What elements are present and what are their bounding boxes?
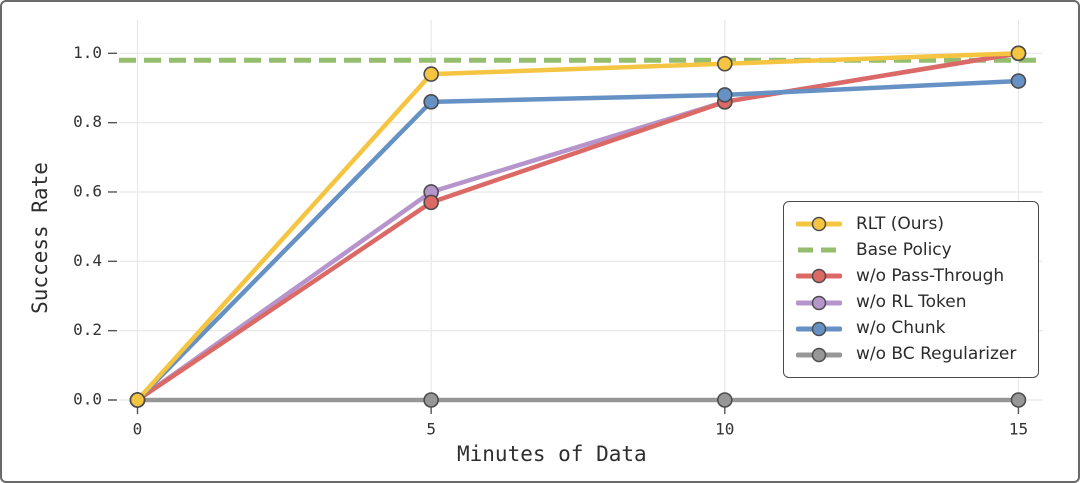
- series-marker: [716, 87, 733, 103]
- legend-item-base-policy: Base Policy: [796, 237, 1026, 263]
- legend-swatch-wo-bc-regularizer-icon: [796, 347, 842, 363]
- y-axis-label: Success Rate: [28, 162, 52, 314]
- legend: RLT (Ours) Base Policy w/o Pass-Through …: [783, 201, 1039, 378]
- legend-item-rlt: RLT (Ours): [796, 211, 1026, 237]
- x-tick-label: 10: [715, 420, 734, 439]
- legend-swatch-base-policy-icon: [798, 247, 842, 253]
- y-tick-label: 0.2: [73, 320, 102, 339]
- legend-label: w/o BC Regularizer: [856, 344, 1017, 365]
- series-marker: [1010, 45, 1027, 62]
- series-line: [135, 51, 1021, 403]
- legend-item-wo-rl-token: w/o RL Token: [796, 290, 1026, 316]
- x-axis-label: Minutes of Data: [457, 442, 647, 466]
- series-marker: [716, 392, 733, 408]
- y-tick-label: 0.8: [73, 112, 102, 131]
- x-tick-label: 0: [133, 420, 143, 439]
- series-marker: [423, 392, 439, 408]
- y-tick-label: 1.0: [73, 43, 102, 62]
- legend-swatch-wo-chunk-icon: [796, 321, 842, 336]
- legend-swatch-shape: [811, 295, 827, 310]
- legend-swatch-wo-rl-token-icon: [796, 295, 842, 310]
- legend-item-wo-pass-through: w/o Pass-Through: [796, 263, 1026, 289]
- legend-swatch-shape: [811, 321, 827, 336]
- series-marker: [1010, 392, 1027, 408]
- legend-label: Base Policy: [856, 239, 952, 260]
- series-marker: [716, 55, 733, 72]
- legend-label: w/o Pass-Through: [856, 265, 1005, 286]
- legend-item-wo-bc-regularizer: w/o BC Regularizer: [796, 342, 1026, 368]
- legend-swatch-shape: [811, 216, 827, 232]
- series-marker: [423, 194, 439, 211]
- legend-label: w/o Chunk: [856, 318, 946, 339]
- series-line: [135, 78, 1021, 403]
- legend-swatch-rlt-icon: [796, 216, 842, 232]
- legend-swatch-shape: [811, 347, 827, 363]
- series-line: [135, 51, 1021, 403]
- x-tick-label: 15: [1009, 420, 1028, 439]
- legend-label: w/o RL Token: [856, 292, 967, 313]
- y-tick-label: 0.0: [73, 390, 102, 409]
- y-tick-label: 0.6: [73, 181, 102, 200]
- series-marker: [423, 94, 439, 110]
- y-tick-label: 0.4: [73, 251, 102, 270]
- legend-swatch-wo-pass-through-icon: [796, 269, 842, 284]
- legend-item-wo-chunk: w/o Chunk: [796, 316, 1026, 342]
- series-marker: [423, 66, 439, 82]
- legend-swatch-shape: [811, 269, 827, 284]
- legend-label: RLT (Ours): [856, 213, 944, 234]
- series-marker: [129, 392, 146, 408]
- series-marker: [1010, 73, 1027, 89]
- x-tick-label: 5: [426, 420, 436, 439]
